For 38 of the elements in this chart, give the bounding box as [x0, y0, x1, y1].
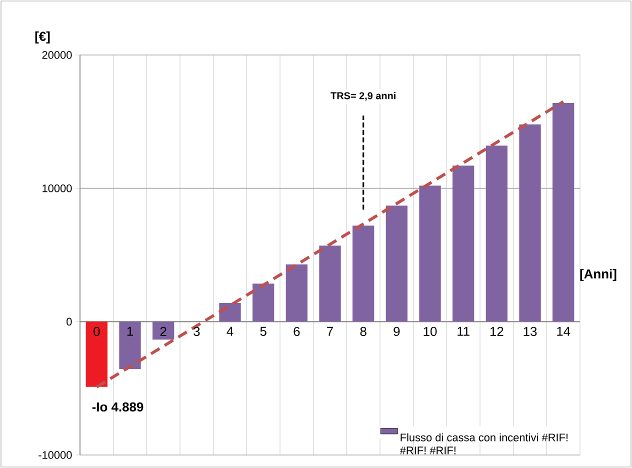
bar	[219, 302, 241, 322]
bar	[252, 284, 274, 322]
bar	[452, 166, 474, 322]
bar	[419, 186, 441, 322]
x-tick-label: 12	[490, 326, 504, 336]
y-axis-title: [€]	[35, 31, 50, 44]
y-tick-label: 20000	[42, 51, 72, 59]
x-tick-label: 11	[458, 326, 470, 336]
x-tick-label: 6	[294, 326, 300, 336]
bar	[386, 206, 408, 322]
x-tick-label: 2	[160, 326, 166, 336]
x-tick-label: 9	[394, 326, 400, 336]
x-axis-title: [Anni]	[580, 268, 616, 281]
data-label: -Io 4.889	[92, 402, 144, 412]
bar	[319, 246, 341, 322]
y-tick-label: 0	[66, 318, 72, 326]
bar	[86, 322, 108, 387]
x-tick-label: 1	[127, 326, 133, 336]
x-tick-label: 7	[327, 326, 333, 336]
y-tick-label: -10000	[38, 451, 72, 459]
x-tick-label: 0	[94, 326, 100, 336]
bar	[519, 124, 541, 322]
y-tick-label: 10000	[42, 184, 72, 192]
bar	[486, 146, 508, 322]
x-tick-label: 13	[524, 326, 537, 336]
x-tick-label: 3	[194, 326, 200, 336]
bar	[119, 322, 141, 369]
x-tick-label: 10	[424, 326, 437, 336]
x-tick-label: 14	[557, 326, 570, 336]
x-tick-label: 8	[360, 326, 366, 336]
annotation: TRS= 2,9 anni	[330, 92, 396, 101]
x-tick-label: 5	[260, 326, 266, 336]
x-tick-label: 4	[226, 326, 234, 336]
bar	[352, 226, 374, 322]
legend-label: Flusso di cassa con incentivi #RIF! #RIF! #RIF!	[400, 433, 568, 454]
bar	[286, 264, 308, 322]
bar	[152, 322, 174, 340]
bar	[552, 102, 574, 322]
